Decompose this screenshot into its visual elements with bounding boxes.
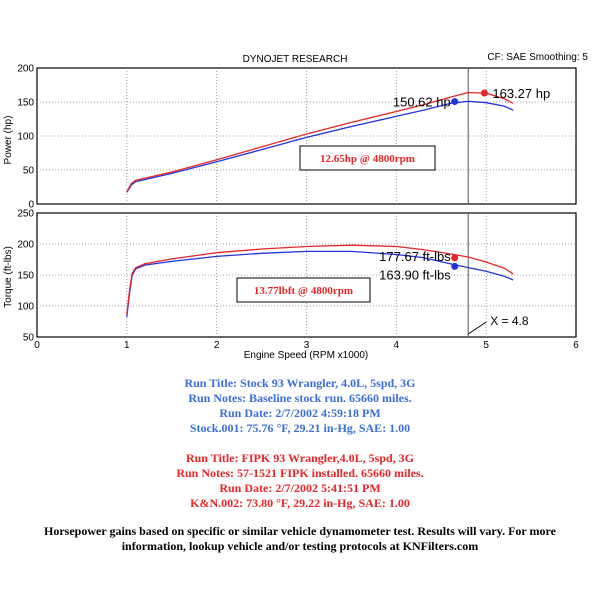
x-tick-label: 6: [573, 340, 579, 351]
power-series-stock-line: [126, 100, 514, 193]
disclaimer-line-2: information, lookup vehicle and/or testi…: [121, 539, 479, 553]
power-y-tick-label: 100: [17, 132, 34, 143]
fipk-run-title: Run Title: FIPK 93 Wrangler,4.0L, 5spd, …: [185, 451, 415, 465]
power-y-tick-label: 150: [17, 98, 34, 109]
torque-axis-label: Torque (ft-lbs): [3, 246, 14, 308]
torque-peak-label: 163.90 ft-lbs: [379, 267, 451, 282]
chart-header-settings: CF: SAE Smoothing: 5: [487, 52, 588, 63]
torque-y-tick-label: 200: [17, 240, 34, 251]
disclaimer-line-1: Horsepower gains based on specific or si…: [44, 524, 556, 538]
power-gain-label: 12.65hp @ 4800rpm: [320, 153, 415, 165]
power-y-tick-label: 200: [17, 64, 34, 75]
x-tick-label: 4: [394, 340, 400, 351]
x-tick-label: 3: [304, 340, 310, 351]
stock-run-title: Run Title: Stock 93 Wrangler, 4.0L, 5spd…: [184, 376, 416, 390]
power-peak-marker: [451, 98, 459, 106]
fipk-run-notes: Run Notes: 57-1521 FIPK installed. 65660…: [176, 466, 424, 480]
torque-gain-box: [236, 277, 371, 303]
x-tick-label: 1: [124, 340, 130, 351]
x-tick-label: 5: [483, 340, 489, 351]
power-series-fipk-line: [126, 91, 514, 193]
stock-run-conditions: Stock.001: 75.76 °F, 29.21 in-Hg, SAE: 1…: [189, 421, 411, 435]
torque-y-tick-label: 250: [17, 209, 34, 220]
torque-y-tick-label: 150: [17, 271, 34, 282]
fipk-run-date: Run Date: 2/7/2002 5:41:51 PM: [219, 481, 381, 495]
power-peak-label: 163.27 hp: [492, 86, 550, 101]
power-peak-marker: [480, 89, 488, 97]
stock-run-notes: Run Notes: Baseline stock run. 65660 mil…: [188, 391, 412, 405]
x-tick-label: 2: [214, 340, 220, 351]
torque-series-stock-line: [126, 250, 514, 318]
torque-y-tick-label: 100: [17, 302, 34, 313]
power-y-tick-label: 0: [28, 200, 34, 211]
torque-y-tick-label: 50: [23, 333, 35, 344]
cursor-pointer-line: [467, 321, 487, 335]
chart-header-title: DYNOJET RESEARCH: [243, 54, 348, 65]
power-peak-label: 150.62 hp: [393, 95, 451, 110]
torque-peak-marker: [451, 262, 459, 270]
x-tick-label: 0: [34, 340, 40, 351]
torque-peak-marker: [451, 254, 459, 262]
torque-gain-label: 13.77lbft @ 4800rpm: [254, 285, 353, 297]
cursor-readout: X = 4.8: [490, 314, 529, 328]
power-axis-label: Power (hp): [3, 116, 14, 165]
power-gain-box: [299, 145, 436, 171]
torque-peak-label: 177.67 ft-lbs: [379, 249, 451, 264]
power-y-tick-label: 50: [23, 166, 35, 177]
stock-run-date: Run Date: 2/7/2002 4:59:18 PM: [219, 406, 381, 420]
dyno-chart: DYNOJET RESEARCH CF: SAE Smoothing: 5 Po…: [3, 52, 588, 360]
x-axis-label: Engine Speed (RPM x1000): [244, 350, 369, 360]
fipk-run-conditions: K&N.002: 73.80 °F, 29.22 in-Hg, SAE: 1.0…: [190, 496, 410, 510]
torque-series-fipk-line: [126, 244, 514, 315]
